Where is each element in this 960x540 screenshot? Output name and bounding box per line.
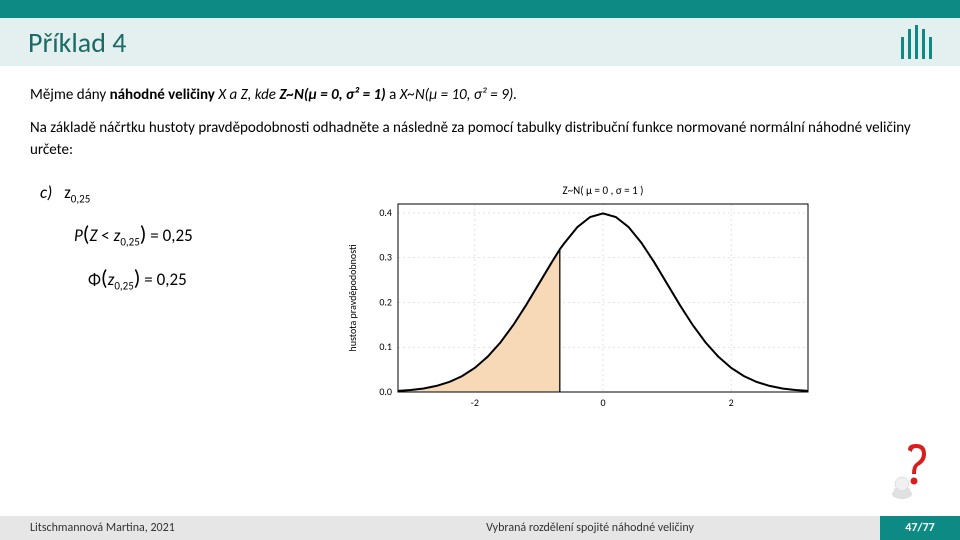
formula-block: c) z0,25 P(Z < z0,25) = 0,25 Φ(z0,25) = … <box>30 180 310 306</box>
svg-text:0.2: 0.2 <box>379 295 392 308</box>
svg-text:Z~N( μ = 0 , σ = 1 ): Z~N( μ = 0 , σ = 1 ) <box>562 184 643 197</box>
svg-text:0.3: 0.3 <box>379 250 392 263</box>
formula-zsub: 0,25 <box>71 192 90 205</box>
slide-title: Příklad 4 <box>28 25 126 60</box>
intro-line-1: Mějme dány náhodné veličiny X a Z, kde Z… <box>30 84 930 107</box>
page-total: 77 <box>923 521 935 535</box>
svg-text:0.1: 0.1 <box>379 340 392 353</box>
intro-bold: náhodné veličiny <box>110 86 219 104</box>
intro-dist1a: Z~N <box>279 86 304 104</box>
instruction-text: Na základě náčrtku hustoty pravděpodobno… <box>30 117 930 162</box>
intro-dist2: X~N(μ = 10, σ² = 9). <box>400 86 517 104</box>
formula-prob: P(Z < z0,25) = 0,25 <box>40 217 310 251</box>
page-current: 47 <box>905 521 917 535</box>
intro-pre: Mějme dány <box>30 86 110 104</box>
intro-xz: X a Z, kde <box>218 86 279 104</box>
formula-p-a: P <box>74 225 83 246</box>
content-area: Mějme dány náhodné veličiny X a Z, kde Z… <box>0 66 960 427</box>
footer-topic: Vybraná rozdělení spojité náhodné veliči… <box>300 516 880 540</box>
svg-text:hustota pravděpodobnosti: hustota pravděpodobnosti <box>346 244 359 352</box>
normal-dist-chart: -2 0 2 0.0 0.1 0.2 0.3 0.4 Z~N( μ = 0 , σ = 1 ) h… <box>340 180 820 420</box>
formula-z: z <box>64 182 71 203</box>
footer: Litschmannová Martina, 2021 Vybraná rozd… <box>0 516 960 540</box>
mid-row: c) z0,25 P(Z < z0,25) = 0,25 Φ(z0,25) = … <box>30 180 930 428</box>
footer-page: 47 / 77 <box>880 516 960 540</box>
intro-dist1b: (μ = 0, σ² = 1) <box>304 86 386 104</box>
svg-text:2: 2 <box>729 396 734 409</box>
svg-text:0.0: 0.0 <box>379 385 392 398</box>
logo-bars-icon <box>901 25 932 59</box>
svg-text:-2: -2 <box>471 396 479 409</box>
question-mark-icon <box>882 444 932 500</box>
intro-mid: a <box>386 86 400 104</box>
title-bar: Příklad 4 <box>0 18 960 66</box>
formula-phi: Φ(z0,25) = 0,25 <box>40 261 310 295</box>
formula-phi-sub: 0,25 <box>114 280 133 293</box>
chart-container: -2 0 2 0.0 0.1 0.2 0.3 0.4 Z~N( μ = 0 , σ = 1 ) h… <box>340 180 820 428</box>
formula-p-sub: 0,25 <box>120 236 139 249</box>
footer-author: Litschmannová Martina, 2021 <box>0 516 300 540</box>
formula-c-z: c) z0,25 <box>40 180 310 208</box>
svg-text:0.4: 0.4 <box>379 205 392 218</box>
formula-label-c: c) <box>40 182 52 203</box>
top-accent-bar <box>0 0 960 18</box>
formula-phi-a: Φ <box>88 269 101 290</box>
svg-text:0: 0 <box>600 396 605 409</box>
